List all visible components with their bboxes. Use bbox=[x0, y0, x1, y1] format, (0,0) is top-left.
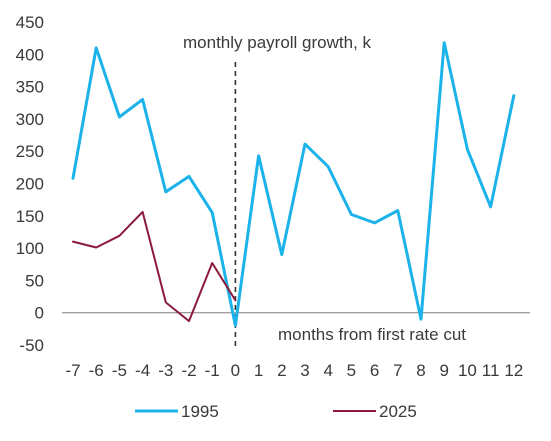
y-tick-label: 150 bbox=[16, 207, 44, 226]
x-tick-label: 7 bbox=[393, 361, 402, 380]
x-tick-label: 9 bbox=[439, 361, 448, 380]
y-tick-label: 450 bbox=[16, 13, 44, 32]
legend: 1995 2025 bbox=[135, 402, 417, 421]
legend-label-2025: 2025 bbox=[379, 402, 417, 421]
x-tick-label: 1 bbox=[254, 361, 263, 380]
x-tick-label: -5 bbox=[112, 361, 127, 380]
x-tick-label: -4 bbox=[135, 361, 150, 380]
y-tick-label: 350 bbox=[16, 78, 44, 97]
x-tick-label: 12 bbox=[504, 361, 523, 380]
y-tick-label: 250 bbox=[16, 142, 44, 161]
series-layer bbox=[71, 41, 516, 328]
series-line-2025 bbox=[72, 210, 237, 323]
x-tick-label: -2 bbox=[181, 361, 196, 380]
x-tick-label: 0 bbox=[231, 361, 240, 380]
annotation-months-from-first-rate-cut: months from first rate cut bbox=[278, 325, 466, 344]
x-tick-label: 2 bbox=[277, 361, 286, 380]
annotation-monthly-payroll-growth: monthly payroll growth, k bbox=[183, 33, 372, 52]
x-tick-label: 11 bbox=[482, 361, 500, 380]
y-tick-label: 100 bbox=[16, 239, 44, 258]
y-tick-label: 300 bbox=[16, 110, 44, 129]
x-tick-label: 6 bbox=[370, 361, 379, 380]
legend-label-1995: 1995 bbox=[181, 402, 219, 421]
x-tick-label: 8 bbox=[416, 361, 425, 380]
x-tick-label: 5 bbox=[347, 361, 356, 380]
series-line-1995 bbox=[71, 41, 516, 328]
x-tick-label: 4 bbox=[323, 361, 332, 380]
x-tick-label: 3 bbox=[300, 361, 309, 380]
y-tick-label: 50 bbox=[25, 271, 44, 290]
y-tick-label: 0 bbox=[35, 304, 44, 323]
y-axis-ticks: -50 0 50 100 150 200 250 300 350 400 450 bbox=[16, 13, 44, 355]
x-tick-label: -3 bbox=[158, 361, 173, 380]
x-tick-label: 10 bbox=[458, 361, 477, 380]
x-tick-label: -7 bbox=[65, 361, 80, 380]
x-tick-label: -6 bbox=[89, 361, 104, 380]
y-tick-label: -50 bbox=[19, 336, 44, 355]
x-axis-ticks: -7 -6 -5 -4 -3 -2 -1 0 1 2 3 4 5 6 7 8 9 10 11 12 bbox=[65, 361, 523, 380]
x-tick-label: -1 bbox=[205, 361, 220, 380]
y-tick-label: 400 bbox=[16, 45, 44, 64]
y-tick-label: 200 bbox=[16, 175, 44, 194]
